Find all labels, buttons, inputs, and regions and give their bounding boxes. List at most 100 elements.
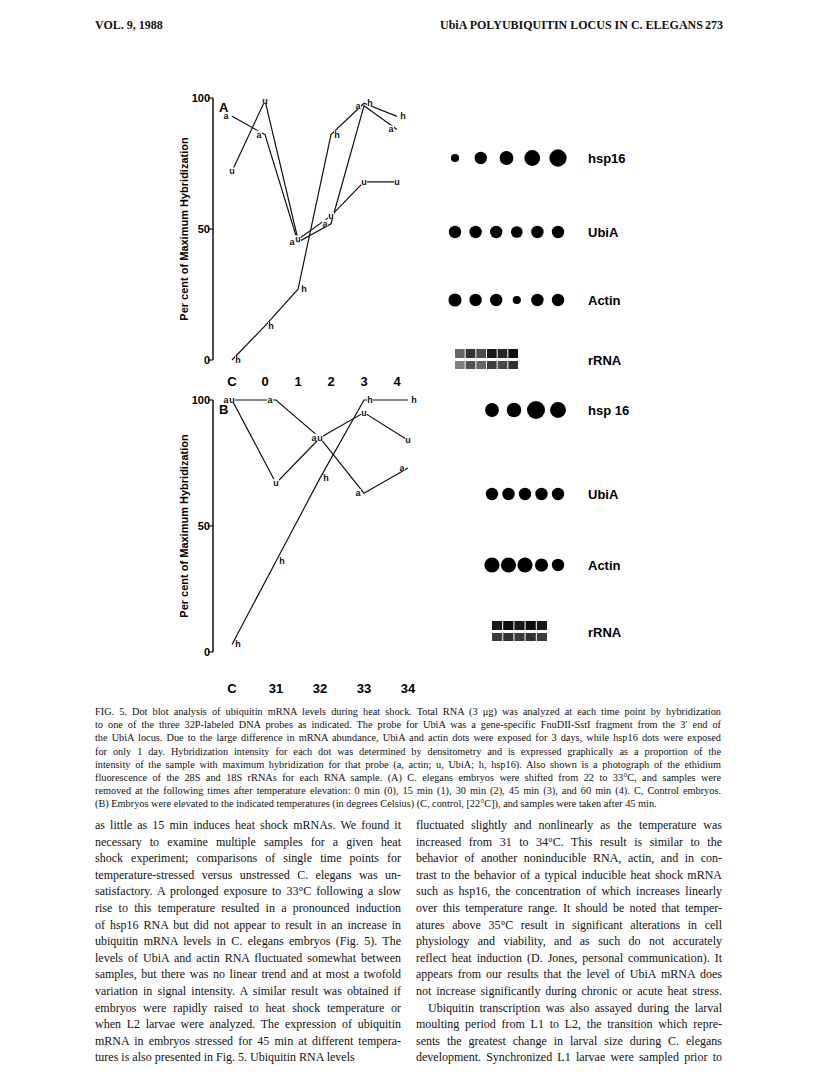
point-marker: a [388, 124, 394, 134]
running-head-volume: VOL. 9, 1988 [95, 18, 163, 33]
point-marker: h [411, 395, 417, 405]
x-tick-label: C [227, 374, 237, 389]
x-tick-label: 1 [294, 374, 301, 389]
point-marker: h [367, 395, 373, 405]
caption-line: removed at the following times after tem… [95, 785, 721, 796]
blot-dot [535, 488, 547, 500]
point-marker: h [235, 355, 241, 365]
point-marker: a [256, 130, 262, 140]
band-18s [466, 361, 476, 369]
band-28s [487, 349, 497, 358]
x-tick-label: 2 [327, 374, 334, 389]
body-line: moulting period from L1 to L2, the trans… [416, 1017, 722, 1032]
body-line: sents the greatest change in larval size… [416, 1034, 722, 1049]
body-line: variation in signal intensity. A similar… [95, 984, 401, 999]
body-line: fluctuated slightly and nonlinearly as t… [416, 818, 722, 833]
point-marker: a [223, 111, 229, 121]
blot-dot [502, 488, 514, 500]
caption-line: fluorescence of the 28S and 18S rRNAs fo… [95, 772, 721, 783]
blot-dot [475, 152, 487, 164]
y-tick-label: 0 [204, 354, 210, 366]
body-line: trast to the behavior of a typical induc… [416, 868, 722, 883]
page: VOL. 9, 1988UbiA POLYUBIQUITIN LOCUS IN … [0, 0, 816, 1080]
body-line: increased from 31 to 34°C. This result i… [416, 835, 722, 850]
body-line: levels of UbiA and actin RNA fluctuated … [95, 951, 401, 966]
blot-dot [517, 557, 532, 572]
band-18s [503, 633, 513, 641]
point-marker: u [328, 211, 334, 221]
body-line: such as hsp16, the concentration of whic… [416, 884, 722, 899]
point-marker: h [400, 111, 406, 121]
body-line: embryos were rapidly raised to heat shoc… [95, 1001, 401, 1016]
body-line: appears from our results that the level … [416, 967, 722, 982]
blot-dot [469, 226, 481, 238]
blot-dot [484, 557, 499, 572]
y-tick-label: 50 [198, 223, 210, 235]
x-tick-label: 32 [313, 681, 327, 696]
x-tick-label: 3 [360, 374, 367, 389]
blot-dot [485, 403, 499, 417]
blot-dot [486, 488, 498, 500]
body-line: ubiquitin mRNA levels in C. elegans embr… [95, 934, 401, 949]
body-line: development. Synchronized L1 larvae were… [416, 1050, 722, 1065]
point-marker: h [268, 321, 274, 331]
body-line: shock experiment; comparisons of single … [95, 851, 401, 866]
blot-dot [550, 402, 566, 418]
probe-label: rRNA [588, 625, 622, 640]
series-line [232, 101, 397, 240]
probe-label: Actin [588, 558, 621, 573]
caption-line: the UbiA locus. Due to the large differe… [95, 732, 721, 743]
dot-blot: hsp 16 UbiA Actin rRNA [484, 401, 629, 641]
point-marker: a [267, 395, 273, 405]
blot-dot [451, 154, 459, 162]
band-18s [537, 633, 547, 641]
blot-dot [513, 296, 521, 304]
band-18s [455, 361, 465, 369]
blot-dot [549, 149, 566, 166]
x-tick-label: 31 [269, 681, 283, 696]
blot-dot [507, 403, 522, 418]
caption-line: FIG. 5. Dot blot analysis of ubiquitin m… [95, 706, 721, 717]
caption-line: (B) Embryos were elevated to the indicat… [95, 798, 721, 809]
body-line: rise to this temperature resulted in a p… [95, 901, 401, 916]
point-marker: h [323, 473, 329, 483]
probe-label: hsp 16 [588, 403, 629, 418]
point-marker: u [262, 96, 268, 106]
band-18s [492, 633, 502, 641]
band-28s [455, 349, 465, 358]
probe-label: UbiA [588, 487, 619, 502]
point-marker: a [399, 463, 405, 473]
blot-dot [535, 558, 548, 571]
y-tick-label: 100 [192, 394, 210, 406]
probe-label: rRNA [588, 353, 622, 368]
y-tick-label: 0 [204, 646, 210, 658]
band-28s [492, 621, 502, 630]
body-line: not increase significantly during chroni… [416, 984, 722, 999]
probe-label: hsp16 [588, 151, 626, 166]
band-18s [514, 633, 524, 641]
body-line: satisfactory. A prolonged exposure to 33… [95, 884, 401, 899]
blot-dot [490, 294, 502, 306]
point-marker: u [405, 435, 411, 445]
point-marker: a [355, 101, 361, 111]
x-tick-label: 4 [393, 374, 401, 389]
band-18s [508, 361, 518, 369]
band-18s [487, 361, 497, 369]
band-28s [508, 349, 518, 358]
blot-dot [490, 226, 502, 238]
blot-dot [531, 294, 543, 306]
x-tick-label: 34 [401, 681, 416, 696]
body-line: reflect heat induction (D. Jones, person… [416, 951, 722, 966]
body-line: as little as 15 min induces heat shock m… [95, 818, 401, 833]
point-marker: u [273, 478, 279, 488]
point-marker: u [361, 408, 367, 418]
probe-label: UbiA [588, 225, 619, 240]
blot-dot [524, 150, 540, 166]
band-28s [476, 349, 486, 358]
blot-dot [469, 294, 481, 306]
marker-letters: aaaaaauuuuuuhhhhhh [223, 96, 406, 365]
plot-area [232, 101, 397, 360]
point-marker: h [279, 556, 285, 566]
point-marker: h [367, 98, 373, 108]
point-marker: u [317, 433, 323, 443]
